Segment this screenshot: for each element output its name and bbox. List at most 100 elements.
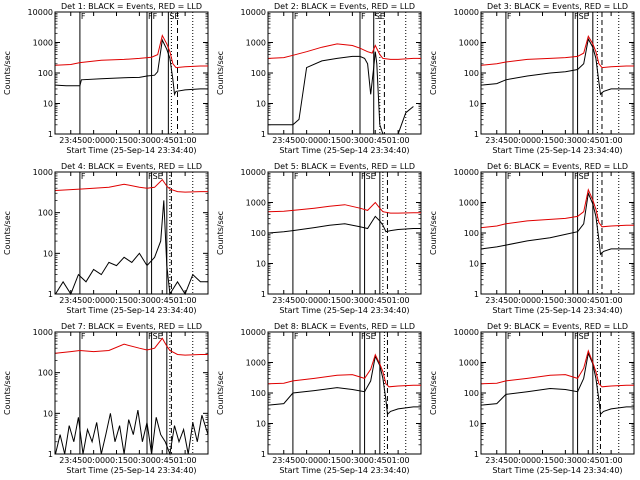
y-tick-label: 1 <box>474 130 479 139</box>
panel-det-1: Det 1: BLACK = Events, RED = LLD 1 10 100 10… <box>3 2 209 155</box>
series-lld-line <box>268 201 421 214</box>
event-marker-label: SE <box>153 172 163 181</box>
y-tick-label: 1000 <box>459 359 479 368</box>
x-tick-label: 01:00 <box>174 296 197 305</box>
y-tick-label: 1000 <box>246 199 266 208</box>
y-tick-label: 10 <box>256 100 266 109</box>
x-tick-label: 00:30 <box>128 296 151 305</box>
event-marker-label: SE <box>579 332 589 341</box>
plot-frame <box>480 171 635 295</box>
y-tick-label: 100 <box>464 69 479 78</box>
panel-title: Det 6: BLACK = Events, RED = LLD <box>487 162 628 171</box>
x-axis-label: Start Time (25-Sep-14 23:34:40) <box>279 306 409 315</box>
panel-det-3: Det 3: BLACK = Events, RED = LLD 1 10 100 10… <box>429 2 635 155</box>
event-marker-label: SE <box>153 332 163 341</box>
y-axis-label: Counts/sec <box>3 371 12 415</box>
y-tick-label: 10 <box>256 420 266 429</box>
x-axis-label: Start Time (25-Sep-14 23:34:40) <box>66 146 196 155</box>
series-lld-line <box>268 43 421 60</box>
event-marker-label: F <box>148 172 153 181</box>
series-events-line <box>268 215 421 234</box>
x-tick-label: 00:15 <box>318 296 341 305</box>
series-events-line <box>55 410 209 456</box>
x-tick-label: 23:45 <box>59 456 82 465</box>
event-marker-label: F <box>507 12 512 21</box>
x-tick-label: 00:00 <box>82 296 105 305</box>
x-tick-label: 00:30 <box>341 136 364 145</box>
y-axis-label: Counts/sec <box>3 211 12 255</box>
y-tick-label: 1 <box>48 290 53 299</box>
x-tick-label: 00:45 <box>364 456 387 465</box>
x-tick-label: 23:45 <box>272 136 295 145</box>
x-tick-label: 00:15 <box>531 456 554 465</box>
x-tick-label: 00:30 <box>554 136 577 145</box>
panel-det-8: Det 8: BLACK = Events, RED = LLD 1 10 100 10… <box>216 322 422 475</box>
y-axis-label: Counts/sec <box>429 211 438 255</box>
series-events-line <box>481 37 634 96</box>
x-tick-label: 00:15 <box>318 136 341 145</box>
y-axis-label: Counts/sec <box>429 51 438 95</box>
panel-title: Det 7: BLACK = Events, RED = LLD <box>61 322 202 331</box>
x-tick-label: 00:45 <box>577 456 600 465</box>
y-tick-label: 100 <box>464 229 479 238</box>
x-tick-label: 00:30 <box>554 456 577 465</box>
x-tick-label: 01:00 <box>600 456 623 465</box>
panel-title: Det 3: BLACK = Events, RED = LLD <box>487 2 628 11</box>
event-marker-label: SE <box>579 172 589 181</box>
y-tick-label: 100 <box>251 389 266 398</box>
y-tick-label: 1000 <box>33 328 53 337</box>
y-axis-label: Counts/sec <box>429 371 438 415</box>
series-events-line <box>55 38 208 96</box>
x-axis-label: Start Time (25-Sep-14 23:34:40) <box>492 466 622 475</box>
y-tick-label: 10000 <box>241 328 266 337</box>
plot-frame <box>267 11 422 135</box>
x-tick-label: 00:00 <box>508 136 531 145</box>
event-marker-label: F <box>507 172 512 181</box>
event-marker-label: F <box>574 12 579 21</box>
y-tick-label: 10 <box>43 409 53 418</box>
event-marker-label: F <box>574 332 579 341</box>
x-tick-label: 00:30 <box>128 456 151 465</box>
x-tick-label: 23:45 <box>485 456 508 465</box>
x-tick-label: 01:00 <box>387 136 410 145</box>
x-axis-label: Start Time (25-Sep-14 23:34:40) <box>66 466 196 475</box>
y-tick-label: 1 <box>261 290 266 299</box>
y-tick-label: 1000 <box>246 359 266 368</box>
y-tick-label: 10000 <box>454 328 479 337</box>
y-tick-label: 100 <box>251 69 266 78</box>
x-tick-label: 01:00 <box>174 456 197 465</box>
panel-title: Det 5: BLACK = Events, RED = LLD <box>274 162 415 171</box>
y-tick-label: 1000 <box>246 39 266 48</box>
y-tick-label: 100 <box>38 369 53 378</box>
x-tick-label: 00:15 <box>105 456 128 465</box>
x-tick-label: 01:00 <box>387 456 410 465</box>
series-events-line <box>268 51 414 135</box>
y-axis-label: Counts/sec <box>216 371 225 415</box>
x-tick-label: 00:30 <box>341 296 364 305</box>
y-tick-label: 10 <box>469 260 479 269</box>
event-marker-label: SE <box>375 12 385 21</box>
series-lld-line <box>481 35 634 69</box>
x-tick-label: 00:45 <box>151 296 174 305</box>
x-tick-label: 23:45 <box>59 136 82 145</box>
y-tick-label: 10000 <box>241 8 266 17</box>
series-lld-line <box>481 349 634 388</box>
x-tick-label: 00:30 <box>554 296 577 305</box>
event-marker-label: F <box>294 12 299 21</box>
x-tick-label: 00:30 <box>341 456 364 465</box>
panel-title: Det 2: BLACK = Events, RED = LLD <box>274 2 415 11</box>
plot-frame <box>480 331 635 455</box>
series-events-line <box>55 200 208 296</box>
x-axis-label: Start Time (25-Sep-14 23:34:40) <box>492 146 622 155</box>
x-axis-label: Start Time (25-Sep-14 23:34:40) <box>279 466 409 475</box>
y-tick-label: 1 <box>261 450 266 459</box>
y-tick-label: 1000 <box>33 168 53 177</box>
y-tick-label: 1 <box>48 130 53 139</box>
event-marker-label: F <box>294 172 299 181</box>
panel-title: Det 4: BLACK = Events, RED = LLD <box>61 162 202 171</box>
event-marker-label: SE <box>366 332 376 341</box>
x-tick-label: 00:15 <box>531 296 554 305</box>
event-marker-label: F <box>81 332 86 341</box>
plot-frame <box>267 171 422 295</box>
